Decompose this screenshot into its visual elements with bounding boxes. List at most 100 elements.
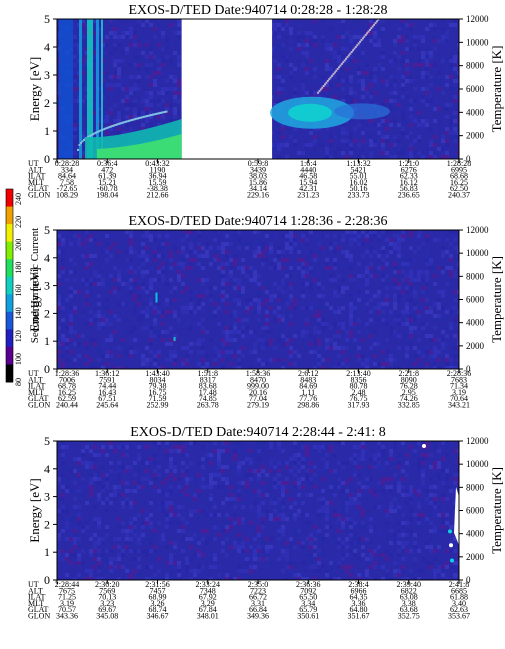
texture-cell — [81, 453, 85, 457]
texture-cell — [261, 541, 265, 545]
texture-cell — [169, 43, 173, 47]
texture-cell — [109, 557, 113, 561]
texture-cell — [121, 123, 125, 127]
texture-cell — [257, 513, 261, 517]
texture-cell — [201, 330, 205, 334]
texture-cell — [145, 47, 149, 51]
texture-cell — [293, 290, 297, 294]
texture-cell — [385, 362, 389, 366]
texture-cell — [373, 465, 377, 469]
texture-cell — [269, 306, 273, 310]
texture-cell — [325, 517, 329, 521]
texture-cell — [301, 330, 305, 334]
texture-cell — [169, 541, 173, 545]
texture-cell — [329, 135, 333, 139]
texture-cell — [89, 254, 93, 258]
texture-cell — [229, 561, 233, 565]
texture-cell — [329, 346, 333, 350]
texture-cell — [117, 358, 121, 362]
texture-cell — [417, 485, 421, 489]
texture-cell — [257, 306, 261, 310]
texture-cell — [285, 537, 289, 541]
texture-cell — [313, 19, 317, 23]
texture-cell — [153, 545, 157, 549]
texture-cell — [417, 533, 421, 537]
table-cell: 15.59 — [149, 178, 167, 187]
texture-cell — [85, 254, 89, 258]
texture-cell — [145, 230, 149, 234]
texture-cell — [373, 230, 377, 234]
texture-cell — [185, 537, 189, 541]
texture-cell — [221, 485, 225, 489]
texture-cell — [433, 23, 437, 27]
texture-cell — [397, 123, 401, 127]
texture-cell — [273, 457, 277, 461]
texture-cell — [61, 294, 65, 298]
texture-cell — [393, 350, 397, 354]
texture-cell — [425, 274, 429, 278]
texture-cell — [117, 326, 121, 330]
texture-cell — [297, 557, 301, 561]
texture-cell — [157, 266, 161, 270]
texture-cell — [361, 445, 365, 449]
texture-cell — [273, 103, 277, 107]
texture-cell — [297, 529, 301, 533]
texture-cell — [289, 354, 293, 358]
texture-cell — [137, 457, 141, 461]
texture-cell — [101, 553, 105, 557]
texture-cell — [137, 254, 141, 258]
texture-cell — [425, 254, 429, 258]
texture-cell — [325, 533, 329, 537]
texture-cell — [61, 266, 65, 270]
texture-cell — [313, 43, 317, 47]
texture-cell — [301, 314, 305, 318]
texture-cell — [157, 473, 161, 477]
texture-cell — [409, 147, 413, 151]
texture-cell — [325, 63, 329, 67]
texture-cell — [393, 533, 397, 537]
texture-cell — [285, 234, 289, 238]
texture-cell — [353, 294, 357, 298]
texture-cell — [97, 473, 101, 477]
texture-cell — [285, 477, 289, 481]
texture-cell — [129, 577, 133, 580]
texture-cell — [257, 545, 261, 549]
texture-cell — [145, 469, 149, 473]
texture-cell — [153, 254, 157, 258]
texture-cell — [181, 282, 185, 286]
texture-cell — [381, 47, 385, 51]
texture-cell — [117, 27, 121, 31]
texture-cell — [309, 250, 313, 254]
texture-cell — [141, 95, 145, 99]
texture-cell — [437, 75, 441, 79]
texture-cell — [405, 71, 409, 75]
texture-cell — [113, 278, 117, 282]
texture-cell — [57, 290, 61, 294]
texture-cell — [121, 246, 125, 250]
texture-cell — [125, 497, 129, 501]
texture-cell — [117, 35, 121, 39]
texture-cell — [309, 91, 313, 95]
texture-cell — [113, 485, 117, 489]
texture-cell — [337, 322, 341, 326]
texture-cell — [429, 549, 433, 553]
texture-cell — [165, 270, 169, 274]
texture-cell — [385, 306, 389, 310]
texture-cell — [221, 358, 225, 362]
texture-cell — [377, 294, 381, 298]
texture-cell — [133, 278, 137, 282]
texture-cell — [137, 35, 141, 39]
texture-cell — [129, 346, 133, 350]
texture-cell — [209, 557, 213, 561]
texture-cell — [81, 553, 85, 557]
texture-cell — [117, 461, 121, 465]
texture-cell — [197, 234, 201, 238]
texture-cell — [381, 19, 385, 23]
texture-cell — [281, 27, 285, 31]
texture-cell — [97, 521, 101, 525]
texture-cell — [257, 294, 261, 298]
texture-cell — [317, 262, 321, 266]
texture-cell — [457, 59, 459, 63]
texture-cell — [309, 143, 313, 147]
texture-cell — [421, 151, 425, 155]
